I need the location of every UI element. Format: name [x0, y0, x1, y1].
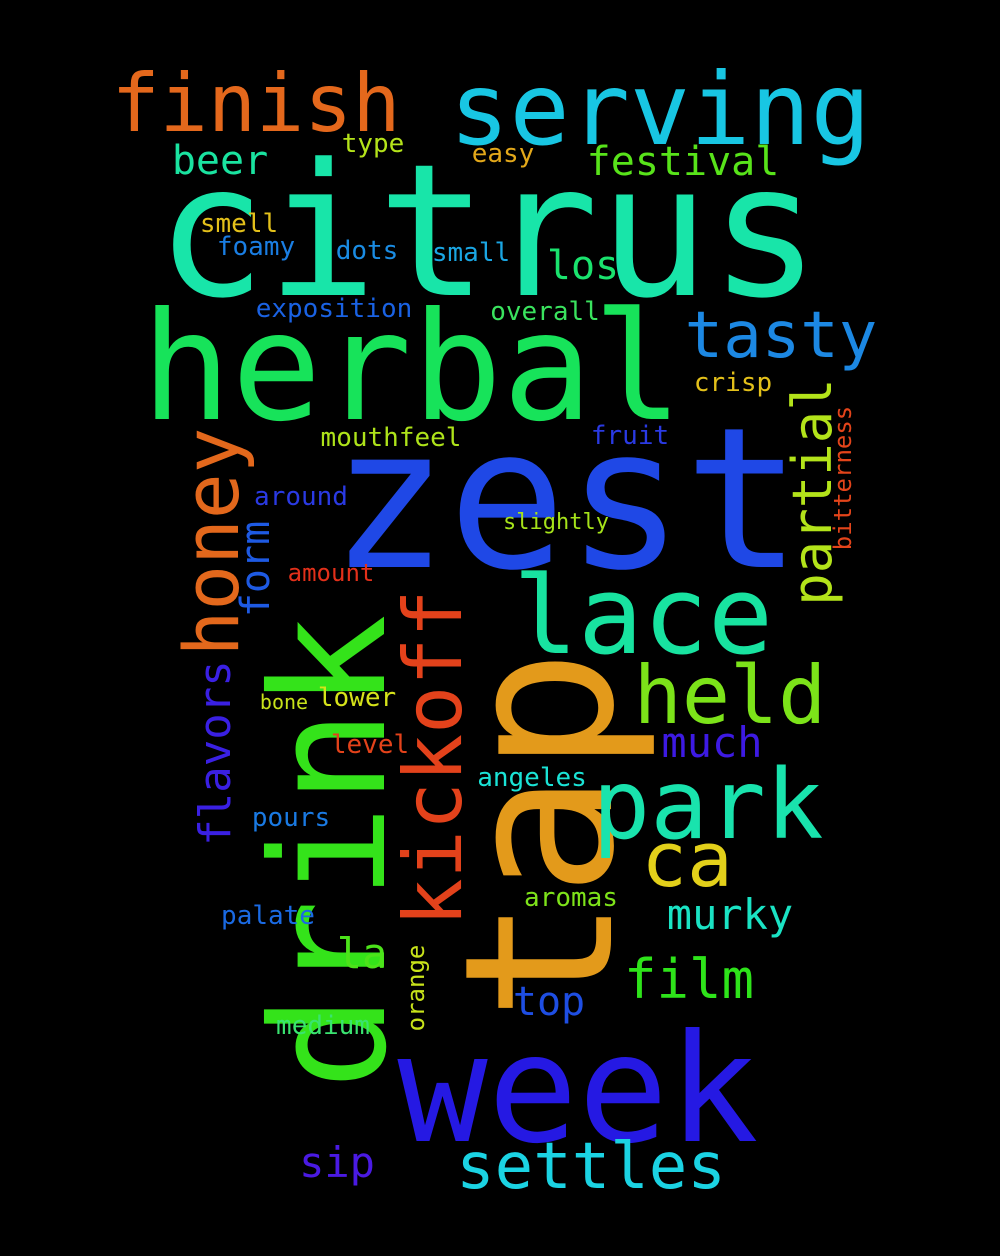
- word-los: los: [546, 243, 620, 289]
- word-citrus: citrus: [155, 125, 821, 339]
- word-serving: serving: [449, 51, 871, 168]
- word-angeles: angeles: [477, 763, 587, 793]
- word-mouthfeel: mouthfeel: [320, 423, 462, 453]
- word-la: la: [336, 929, 388, 978]
- word-pours: pours: [251, 803, 331, 833]
- word-held: held: [633, 649, 827, 742]
- word-around: around: [254, 482, 348, 512]
- word-smell: smell: [199, 209, 279, 239]
- word-type: type: [341, 129, 405, 159]
- word-aromas: aromas: [524, 883, 618, 913]
- word-palate: palate: [221, 901, 315, 931]
- word-lower: lower: [317, 683, 397, 713]
- word-finish: finish: [111, 57, 401, 150]
- word-park: park: [592, 749, 824, 861]
- word-level: level: [330, 730, 410, 760]
- word-exposition: exposition: [255, 294, 413, 324]
- word-beer: beer: [171, 138, 269, 184]
- word-bitterness: bitterness: [829, 405, 857, 551]
- word-easy: easy: [471, 139, 535, 169]
- word-fruit: fruit: [590, 421, 670, 451]
- word-slightly: slightly: [503, 510, 609, 535]
- word-form: form: [233, 520, 279, 618]
- word-lace: lace: [512, 554, 774, 679]
- word-sip: sip: [299, 1138, 375, 1187]
- word-orange: orange: [402, 944, 430, 1032]
- word-zest: zest: [329, 386, 803, 614]
- word-top: top: [512, 979, 586, 1025]
- word-ca: ca: [641, 815, 733, 904]
- word-much: much: [661, 718, 763, 767]
- word-week: week: [397, 1003, 759, 1177]
- word-crisp: crisp: [693, 368, 773, 398]
- word-foamy: foamy: [216, 232, 296, 262]
- word-bone: bone: [259, 690, 309, 714]
- word-small: small: [431, 238, 511, 268]
- word-flavors: flavors: [190, 660, 241, 846]
- word-settles: settles: [456, 1130, 726, 1204]
- word-herbal: herbal: [141, 281, 683, 455]
- word-tasty: tasty: [684, 299, 878, 373]
- word-amount: amount: [287, 559, 375, 587]
- word-festival: festival: [586, 139, 780, 185]
- word-medium: medium: [276, 1011, 370, 1041]
- word-film: film: [623, 948, 755, 1011]
- word-dots: dots: [335, 236, 399, 266]
- word-overall: overall: [490, 297, 600, 327]
- word-murky: murky: [666, 890, 794, 939]
